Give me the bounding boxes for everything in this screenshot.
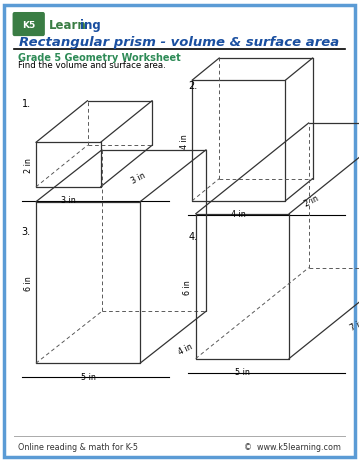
Text: 5 in: 5 in (235, 367, 250, 376)
Text: Rectangular prism - volume & surface area: Rectangular prism - volume & surface are… (19, 36, 340, 49)
Text: 4.: 4. (188, 231, 197, 241)
Text: 2 in: 2 in (303, 194, 320, 209)
Text: 3.: 3. (22, 226, 31, 237)
Text: Grade 5 Geometry Worksheet: Grade 5 Geometry Worksheet (18, 52, 181, 63)
Text: Online reading & math for K-5: Online reading & math for K-5 (18, 442, 138, 451)
Text: 4 in: 4 in (180, 134, 189, 149)
Text: Learn: Learn (48, 19, 86, 31)
Text: 4 in: 4 in (231, 210, 246, 219)
Text: 7 in: 7 in (349, 317, 359, 332)
Text: ©  www.k5learning.com: © www.k5learning.com (244, 442, 341, 451)
Text: K5: K5 (22, 20, 35, 30)
FancyBboxPatch shape (4, 6, 355, 457)
Text: 2.: 2. (188, 81, 198, 91)
Text: 3 in: 3 in (130, 170, 147, 185)
FancyBboxPatch shape (13, 13, 45, 37)
Text: 5 in: 5 in (80, 372, 95, 381)
Text: 3 in: 3 in (61, 196, 76, 205)
Text: 1.: 1. (22, 99, 31, 109)
Text: Find the volume and surface area.: Find the volume and surface area. (18, 61, 166, 70)
Text: 2 in: 2 in (23, 158, 33, 173)
Text: ing: ing (80, 19, 101, 31)
Text: 4 in: 4 in (177, 341, 194, 356)
Text: 6 in: 6 in (183, 279, 192, 294)
Text: 6 in: 6 in (23, 275, 33, 290)
